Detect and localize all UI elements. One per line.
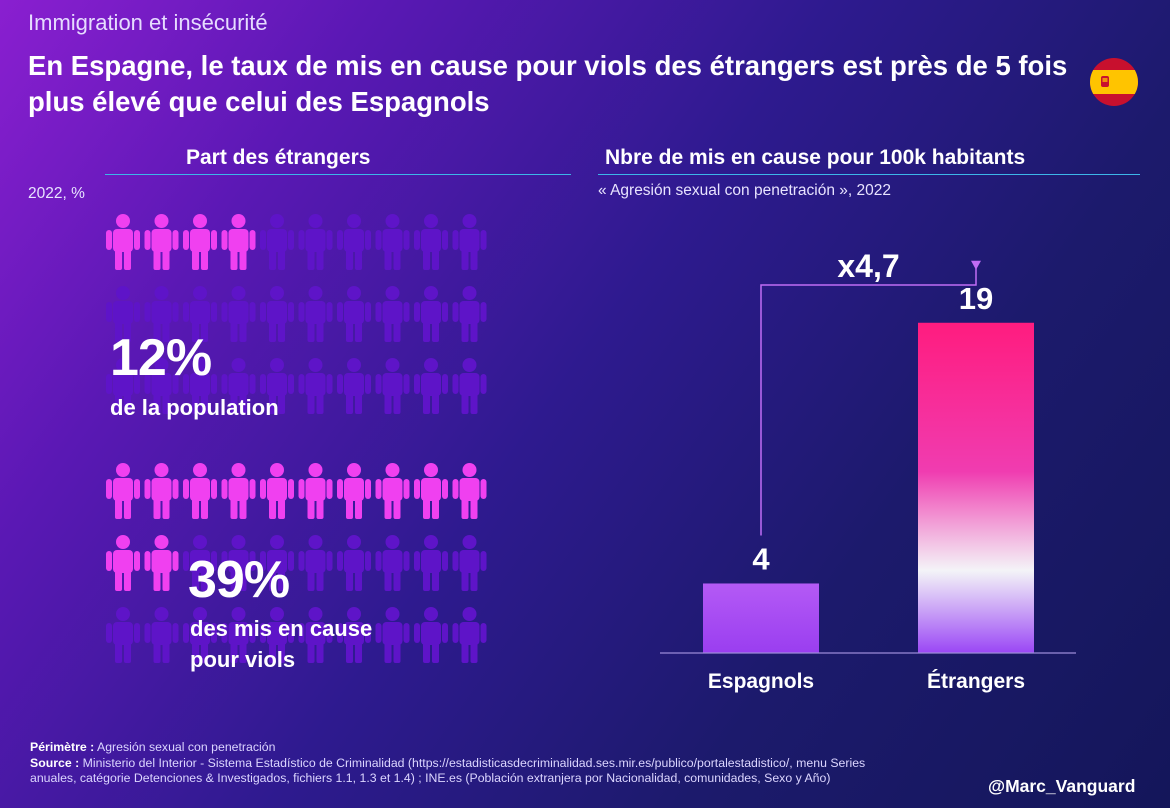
person-icon bbox=[183, 214, 217, 270]
person-icon bbox=[221, 214, 256, 270]
person-icon bbox=[298, 607, 333, 663]
perimeter-line: Périmètre : Agresión sexual con penetrac… bbox=[30, 740, 910, 756]
person-icon bbox=[106, 358, 140, 414]
person-icon bbox=[375, 463, 410, 519]
right-section-rule bbox=[598, 174, 1140, 175]
person-icon bbox=[106, 535, 140, 591]
author-handle: @Marc_Vanguard bbox=[988, 776, 1136, 796]
category-label-2: Étrangers bbox=[927, 670, 1025, 693]
bar-2 bbox=[918, 322, 1034, 653]
person-icon bbox=[298, 463, 333, 519]
person-icon bbox=[221, 463, 256, 519]
person-icon bbox=[221, 607, 256, 663]
person-icon bbox=[221, 286, 256, 342]
person-icon bbox=[298, 535, 333, 591]
perimeter-text: Agresión sexual con penetración bbox=[97, 740, 276, 754]
category-label-1: Espagnols bbox=[708, 670, 814, 693]
person-icon bbox=[375, 607, 410, 663]
ratio-annotation: x4,7 bbox=[837, 248, 899, 284]
person-icon bbox=[106, 286, 140, 342]
person-icon bbox=[260, 463, 294, 519]
person-icon bbox=[106, 607, 140, 663]
population-share-label: de la population bbox=[110, 395, 279, 420]
person-icon bbox=[260, 535, 294, 591]
person-icon bbox=[452, 214, 487, 270]
person-icon bbox=[452, 286, 487, 342]
person-icon bbox=[414, 214, 448, 270]
person-icon bbox=[183, 286, 217, 342]
person-icon bbox=[298, 286, 333, 342]
person-icon bbox=[337, 286, 371, 342]
person-icon bbox=[375, 286, 410, 342]
perimeter-label: Périmètre : bbox=[30, 740, 95, 754]
person-icon bbox=[221, 535, 256, 591]
left-section-rule bbox=[105, 174, 571, 175]
person-icon bbox=[375, 214, 410, 270]
person-icon bbox=[144, 286, 179, 342]
person-icon bbox=[106, 214, 140, 270]
person-icon bbox=[298, 358, 333, 414]
person-icon bbox=[414, 286, 448, 342]
bracket-arrowhead bbox=[971, 260, 981, 270]
accused-share-label-line2: pour viols bbox=[190, 647, 296, 672]
source-label: Source : bbox=[30, 755, 80, 770]
person-icon bbox=[452, 607, 487, 663]
person-icon bbox=[144, 535, 179, 591]
person-icon bbox=[298, 214, 333, 270]
person-icon bbox=[337, 358, 371, 414]
person-icon bbox=[106, 463, 140, 519]
left-section-title: Part des étrangers bbox=[186, 146, 371, 169]
person-icon bbox=[260, 607, 294, 663]
person-icon bbox=[260, 214, 294, 270]
population-share-value: 12% bbox=[110, 329, 212, 387]
accused-share-value: 39% bbox=[188, 551, 290, 609]
person-icon bbox=[221, 358, 256, 414]
source-line: Source : Ministerio del Interior - Siste… bbox=[30, 756, 910, 787]
person-icon bbox=[183, 607, 217, 663]
person-icon bbox=[337, 607, 371, 663]
right-section-title: Nbre de mis en cause pour 100k habitants bbox=[605, 146, 1026, 169]
bar-chart: 4 Espagnols 19 Étrangers x4,7 bbox=[660, 248, 1076, 693]
person-icon bbox=[144, 214, 179, 270]
person-icon bbox=[375, 535, 410, 591]
person-icon bbox=[260, 358, 294, 414]
accused-share-label-line1: des mis en cause bbox=[190, 616, 373, 641]
person-icon bbox=[183, 358, 217, 414]
bar-value-label-1: 4 bbox=[752, 541, 770, 576]
left-note: 2022, % bbox=[28, 185, 85, 202]
kicker: Immigration et insécurité bbox=[28, 10, 268, 35]
person-icon bbox=[414, 463, 448, 519]
person-icon bbox=[337, 463, 371, 519]
person-icon bbox=[452, 535, 487, 591]
source-text: Ministerio del Interior - Sistema Estadí… bbox=[30, 755, 866, 786]
headline: En Espagne, le taux de mis en cause pour… bbox=[28, 50, 1068, 117]
right-note: « Agresión sexual con penetración », 202… bbox=[598, 182, 891, 199]
person-icon bbox=[337, 535, 371, 591]
person-icon bbox=[183, 535, 217, 591]
person-icon bbox=[144, 358, 179, 414]
person-icon bbox=[144, 607, 179, 663]
bar-1 bbox=[703, 583, 819, 653]
person-icon bbox=[337, 214, 371, 270]
person-icon bbox=[414, 358, 448, 414]
footer: Périmètre : Agresión sexual con penetrac… bbox=[30, 740, 910, 787]
pictogram-grid bbox=[106, 214, 487, 663]
bar-value-label-2: 19 bbox=[959, 281, 993, 316]
person-icon bbox=[414, 535, 448, 591]
person-icon bbox=[260, 286, 294, 342]
person-icon bbox=[144, 463, 179, 519]
person-icon bbox=[183, 463, 217, 519]
person-icon bbox=[414, 607, 448, 663]
person-icon bbox=[452, 358, 487, 414]
comparison-bracket bbox=[760, 263, 977, 536]
spain-flag-icon bbox=[1090, 58, 1138, 106]
person-icon bbox=[375, 358, 410, 414]
person-icon bbox=[452, 463, 487, 519]
